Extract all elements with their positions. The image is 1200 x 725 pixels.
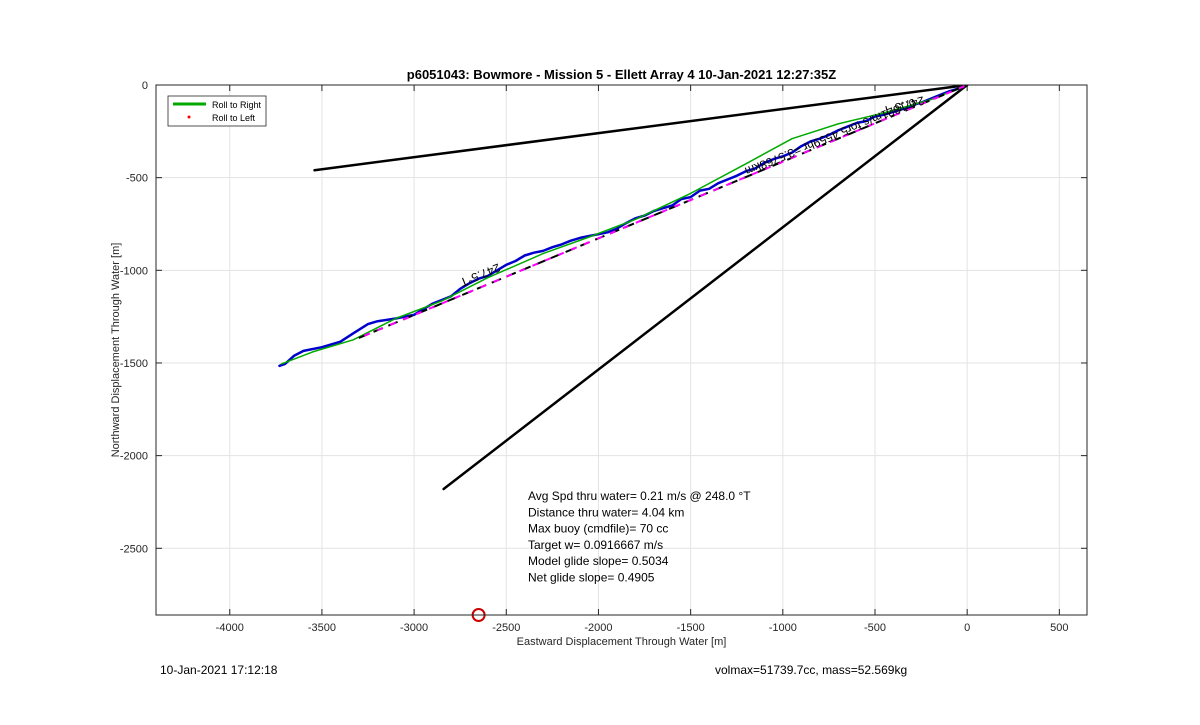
x-tick-label: -3000 <box>400 622 428 634</box>
stats-line-0: Avg Spd thru water= 0.21 m/s @ 248.0 °T <box>528 489 751 503</box>
y-tick-label: -500 <box>126 173 148 185</box>
series-line-2 <box>313 85 969 172</box>
x-tick-label: -2500 <box>492 622 520 634</box>
x-tick-label: -4000 <box>216 622 244 634</box>
y-tick-label: -1500 <box>120 358 148 370</box>
stats-line-3: Target w= 0.0916667 m/s <box>528 538 663 552</box>
x-tick-label: -2000 <box>584 622 612 634</box>
y-tick-label: -1000 <box>120 265 148 277</box>
footer-date: 10-Jan-2021 17:12:18 <box>160 663 278 677</box>
stats-line-4: Model glide slope= 0.5034 <box>528 554 669 568</box>
legend-dot-roll-left <box>187 115 191 119</box>
x-tick-label: 500 <box>1050 622 1068 634</box>
axes-box <box>155 84 1088 616</box>
y-tick-label: -2000 <box>120 451 148 463</box>
x-tick-label: -1500 <box>677 622 705 634</box>
y-axis-label: Northward Displacement Through Water [m] <box>110 243 122 458</box>
chart-title: p6051043: Bowmore - Mission 5 - Ellett A… <box>407 67 836 82</box>
legend-label-roll-right: Roll to Right <box>212 100 262 110</box>
series-line-5 <box>358 85 968 339</box>
legend-box <box>167 95 267 127</box>
x-tick-label: 0 <box>964 622 970 634</box>
legend-label-roll-left: Roll to Left <box>212 113 256 123</box>
y-tick-label: -2500 <box>120 543 148 555</box>
x-tick-label: -1000 <box>769 622 797 634</box>
y-tick-label: 0 <box>142 80 148 92</box>
series-line-3 <box>442 85 969 491</box>
stats-line-1: Distance thru water= 4.04 km <box>528 505 684 519</box>
footer-mass: volmax=51739.7cc, mass=52.569kg <box>715 663 908 677</box>
series-line-1 <box>280 85 968 365</box>
x-tick-label: -3500 <box>308 622 336 634</box>
stats-line-5: Net glide slope= 0.4905 <box>528 571 655 585</box>
stats-line-2: Max buoy (cmdfile)= 70 cc <box>528 522 668 536</box>
x-axis-label: Eastward Displacement Through Water [m] <box>517 636 727 648</box>
x-tick-label: -500 <box>864 622 886 634</box>
